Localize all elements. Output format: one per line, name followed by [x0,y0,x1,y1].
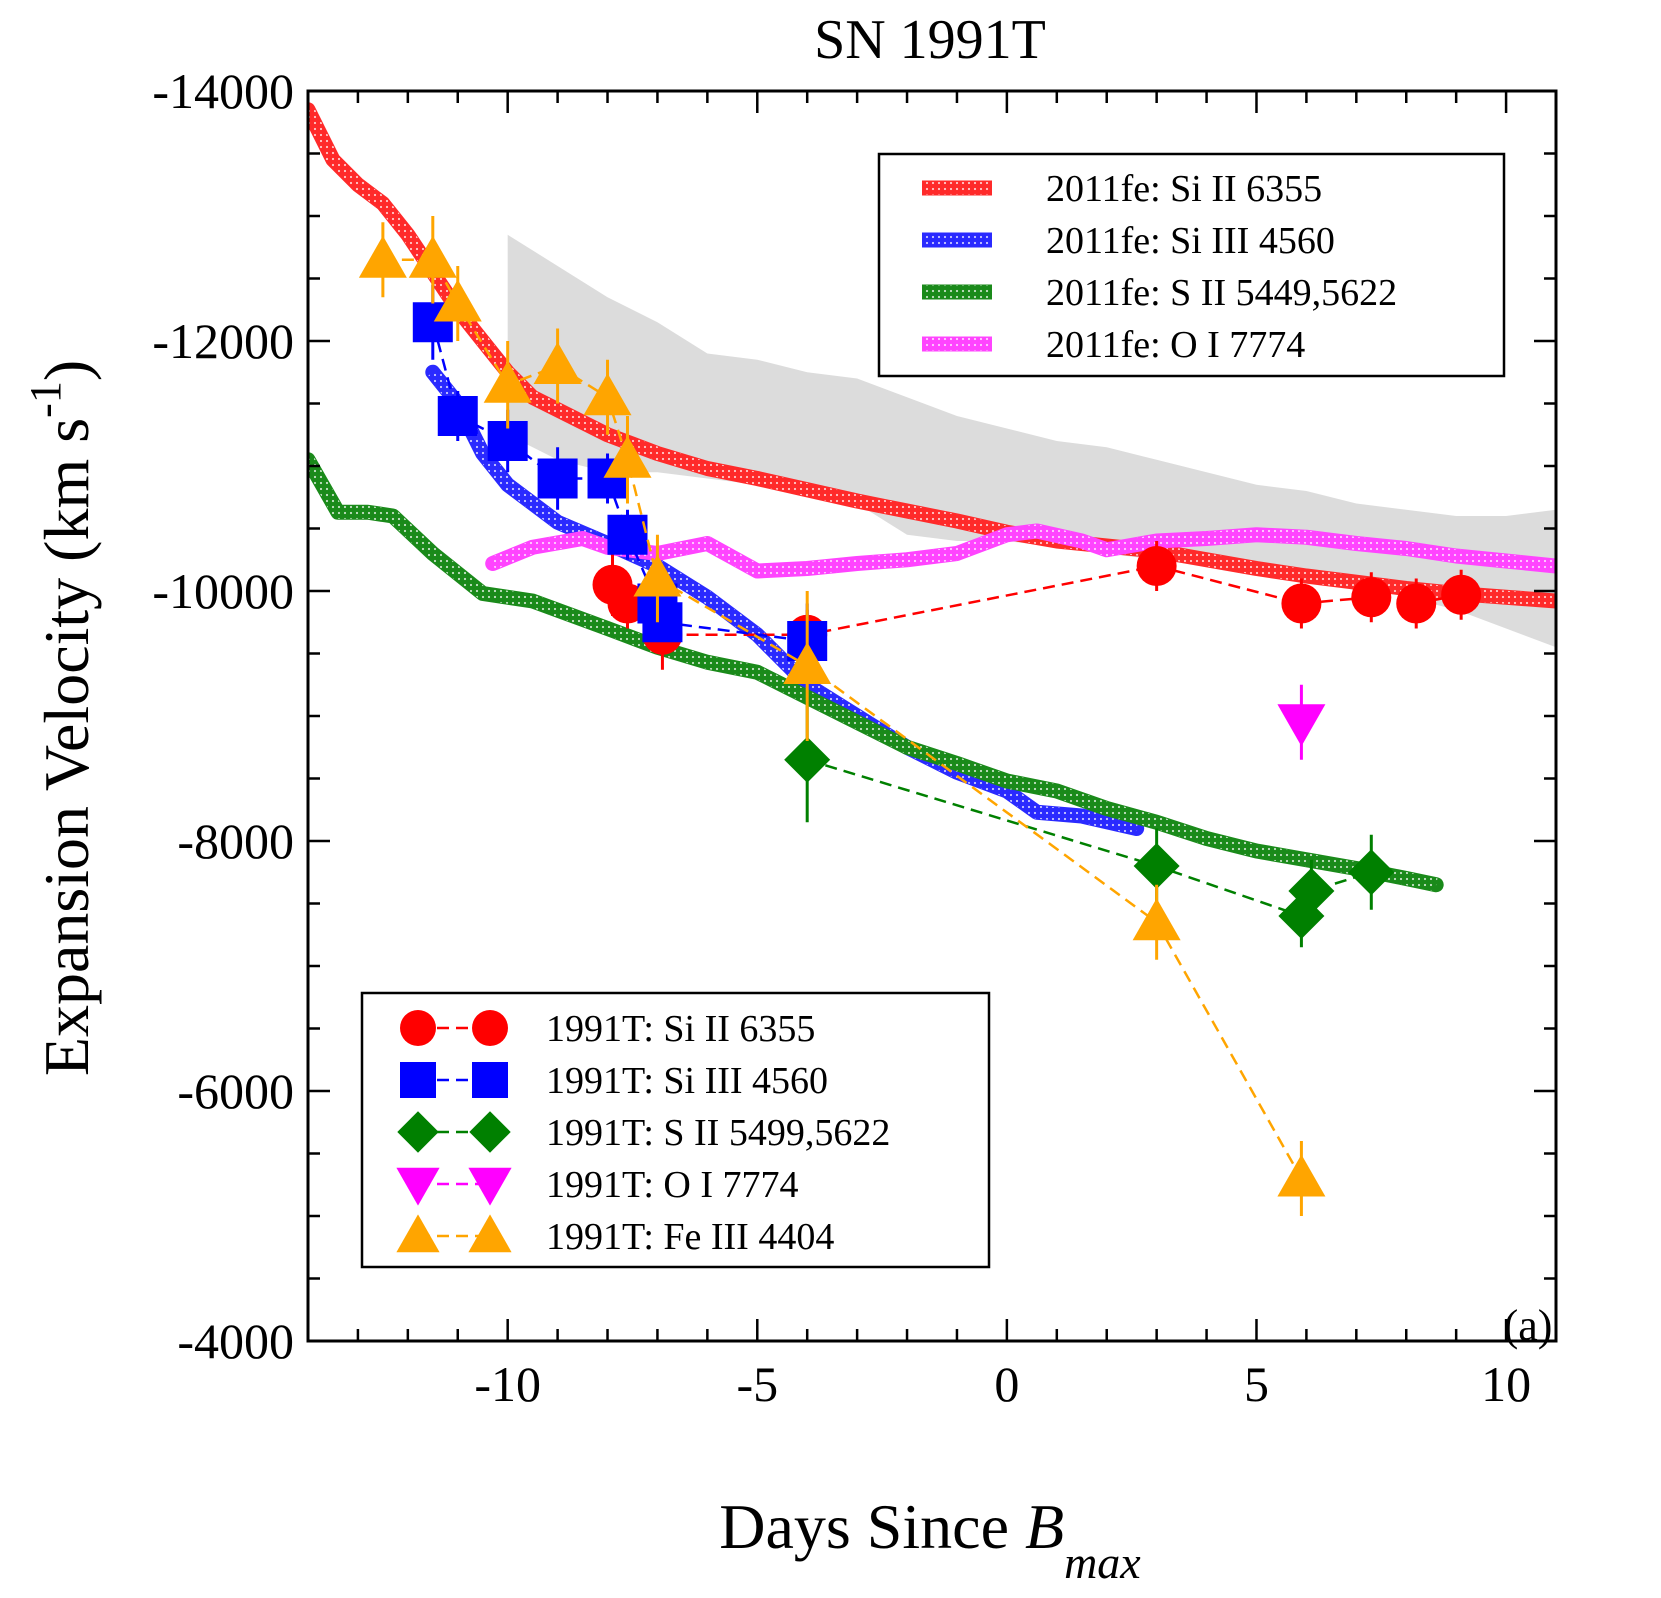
data-point-4-7 [633,554,682,597]
data-point-4-2 [433,279,482,322]
x-axis-title: Days Since Bmax [719,1491,1141,1588]
y-axis-title-close: ) [31,360,102,381]
x-tick-label: -5 [736,1356,778,1412]
data-point-4-9 [1132,898,1181,941]
data-point-1-7 [642,602,683,643]
y-axis-title-sup: -1 [21,381,70,418]
legend-obs-marker [468,1214,512,1253]
legend-model-label: 2011fe: Si II 6355 [1046,168,1322,210]
data-point-1-3 [537,458,578,499]
legend-model-label: 2011fe: Si III 4560 [1046,220,1335,262]
legend-obs-label: 1991T: Si III 4560 [546,1060,828,1102]
x-tick-label: 5 [1244,1356,1269,1412]
data-point-2-4 [1348,849,1395,896]
data-point-4-8 [783,642,832,684]
x-tick-label: 0 [994,1356,1019,1412]
observed-line-2 [806,758,1372,918]
data-point-4-10 [1277,1154,1326,1197]
model-line-texture-3 [490,524,1556,578]
observed-series-2 [784,697,1395,948]
legend-model-label: 2011fe: S II 5449,5622 [1046,272,1397,314]
data-point-4-1 [408,235,457,278]
legend-model-label: 2011fe: O I 7774 [1046,324,1305,366]
y-axis-title: Expansion Velocity (km s-1) [21,360,102,1076]
legend-obs-marker [400,1010,436,1046]
data-point-0-7 [1396,583,1437,624]
legend-obs-label: 1991T: S II 5499,5622 [546,1112,890,1154]
data-point-0-6 [1351,577,1392,618]
x-axis-title-main: Days Since [719,1491,1025,1562]
legend-observations-box [360,991,991,1269]
y-axis-title-main: Expansion Velocity (km s [31,418,102,1076]
legend-obs-label: 1991T: Fe III 4404 [546,1216,834,1258]
legend-obs-label: 1991T: O I 7774 [546,1164,798,1206]
legend-obs-label: 1991T: Si II 6355 [546,1008,815,1050]
legend-observations: 1991T: Si II 6355 1991T: Si III 4560 1991T… [360,991,991,1269]
legend-models: 2011fe: Si II 6355 2011fe: Si III 4560 201… [877,152,1506,378]
data-point-4-5 [583,373,632,416]
axes-layer: -10 -5 0 5 10 -14000 -12000 -10000 -8000 -6000 -40… [152,63,1558,1412]
data-point-0-5 [1281,583,1322,624]
model-line-texture-0 [308,106,1556,608]
data-point-0-8 [1441,574,1482,615]
data-point-4-4 [533,342,582,384]
legend-obs-marker [468,1167,512,1206]
data-point-4-6 [603,435,652,478]
observed-series-3 [1277,684,1326,760]
legend-obs-marker [397,1111,439,1153]
legend-obs-marker [396,1167,440,1206]
data-point-1-1 [437,396,478,436]
data-point-4-0 [358,235,407,278]
model-line-texture-2 [308,456,1438,892]
data-point-4-3 [483,360,532,403]
data-point-1-5 [607,514,648,555]
legend-obs-marker [472,1010,508,1046]
observed-series-0 [592,541,1482,670]
y-tick-label: -8000 [177,813,294,869]
model-series-layer [308,102,1556,893]
data-point-2-1 [1133,843,1180,889]
y-tick-label: -6000 [177,1063,294,1119]
data-point-2-3 [1288,868,1335,914]
legend-obs-marker [400,1062,436,1098]
x-axis-title-subscript: max [1064,1537,1141,1588]
legend-obs-marker [469,1111,511,1153]
legend-obs-marker [472,1062,508,1098]
observed-series-4 [358,216,1326,1216]
x-tick-label: 10 [1481,1356,1531,1412]
y-tick-label: -4000 [177,1313,294,1369]
y-tick-label: -14000 [152,63,294,119]
x-tick-label: -10 [474,1356,541,1412]
data-point-3-0 [1277,704,1326,747]
x-axis-title-italic: B [1025,1491,1064,1562]
data-point-2-0 [784,736,831,783]
y-tick-label: -10000 [152,563,294,619]
data-point-0-4 [1136,546,1177,586]
y-tick-label: -12000 [152,313,294,369]
observed-series-layer [358,216,1482,1216]
legend-obs-marker [396,1214,440,1253]
chart-title: SN 1991T [814,9,1046,71]
panel-label: (a) [1504,1301,1553,1350]
model-line-texture-1 [427,368,1139,835]
